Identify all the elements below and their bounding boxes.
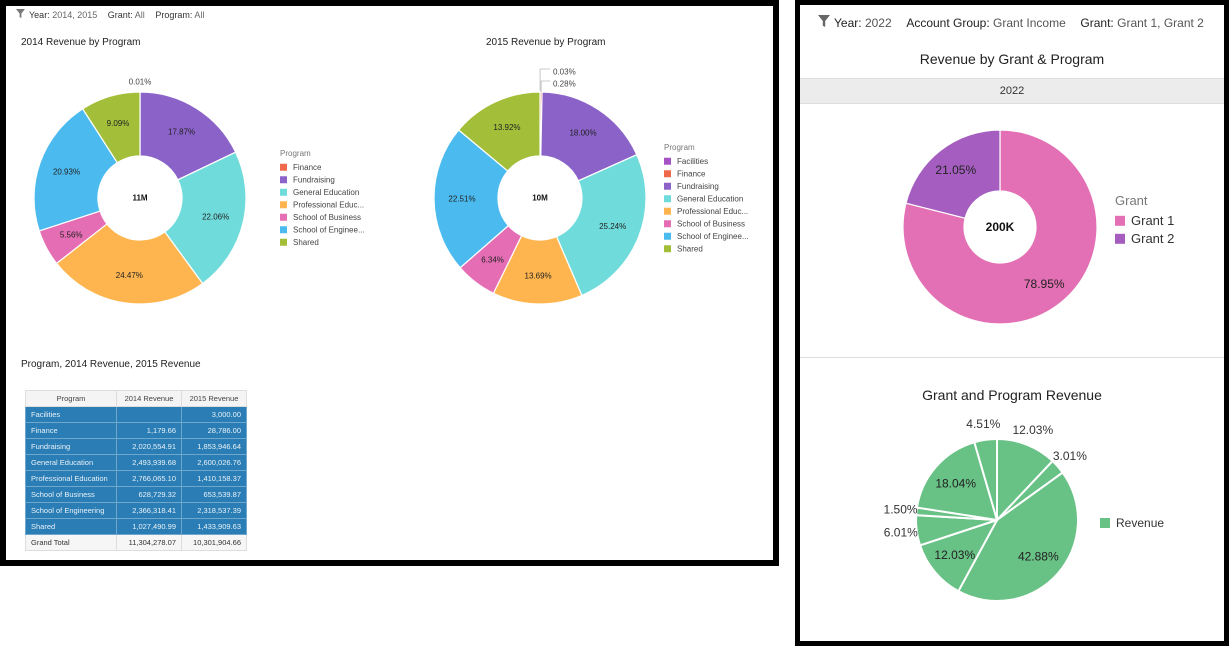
- table-cell: 653,539.87: [181, 486, 247, 503]
- chart-title-grant: Revenue by Grant & Program: [919, 51, 1105, 67]
- filter-year: Year: 2022: [834, 15, 892, 30]
- col-header[interactable]: 2014 Revenue: [116, 390, 182, 407]
- filter-bar[interactable]: Year: 2014, 2015 Grant: All Program: All: [16, 9, 204, 20]
- table-cell: Professional Education: [25, 470, 117, 487]
- table-row[interactable]: School of Business 628,729.32 653,539.87: [25, 486, 247, 503]
- table-cell: 11,304,278.07: [116, 534, 182, 551]
- table-cell: 2,493,939.68: [116, 454, 182, 471]
- table-row[interactable]: Finance 1,179.66 28,786.00: [25, 422, 247, 439]
- table-cell: 1,027,490.99: [116, 518, 182, 535]
- table-cell: 3,000.00: [181, 406, 247, 423]
- table-cell: 2,318,537.39: [181, 502, 247, 519]
- left-dashboard-panel: Year: 2014, 2015 Grant: All Program: All…: [0, 0, 779, 566]
- table-cell: Fundraising: [25, 438, 117, 455]
- grand-total-row: Grand Total 11,304,278.07 10,301,904.66: [25, 534, 247, 551]
- table-row[interactable]: Shared 1,027,490.99 1,433,909.63: [25, 518, 247, 535]
- filter-grant: Grant: All: [107, 9, 145, 20]
- table-cell: Shared: [25, 518, 117, 535]
- table-cell: 628,729.32: [116, 486, 182, 503]
- filter-program: Program: All: [155, 9, 205, 20]
- table-row[interactable]: School of Engineering 2,366,318.41 2,318,5…: [25, 502, 247, 519]
- table-cell: 2,766,065.10: [116, 470, 182, 487]
- table-row[interactable]: General Education 2,493,939.68 2,600,026.7…: [25, 454, 247, 471]
- table-cell: 1,410,158.37: [181, 470, 247, 487]
- table-cell: 2,020,554.91: [116, 438, 182, 455]
- filter-account-group: Account Group: Grant Income: [906, 15, 1066, 30]
- table-cell: School of Engineering: [25, 502, 117, 519]
- chart-title-2014: 2014 Revenue by Program: [21, 37, 141, 48]
- chart-title-program: Grant and Program Revenue: [922, 387, 1102, 403]
- table-row[interactable]: Fundraising 2,020,554.91 1,853,946.64: [25, 438, 247, 455]
- table-title: Program, 2014 Revenue, 2015 Revenue: [21, 359, 201, 370]
- revenue-table: Program 2014 Revenue 2015 Revenue Facili…: [25, 390, 247, 551]
- year-header: 2022: [800, 78, 1224, 104]
- table-row[interactable]: Professional Education 2,766,065.10 1,410,…: [25, 470, 247, 487]
- chart-title-2015: 2015 Revenue by Program: [486, 37, 606, 48]
- table-cell: 1,179.66: [116, 422, 182, 439]
- table-cell: 2,366,318.41: [116, 502, 182, 519]
- col-header[interactable]: Program: [25, 390, 117, 407]
- table-cell: General Education: [25, 454, 117, 471]
- table-row[interactable]: Facilities 3,000.00: [25, 406, 247, 423]
- table-cell: [116, 406, 182, 423]
- filter-icon[interactable]: [818, 15, 830, 30]
- table-cell: 2,600,026.76: [181, 454, 247, 471]
- table-cell: Grand Total: [25, 534, 117, 551]
- divider: [800, 357, 1224, 358]
- table-cell: 1,853,946.64: [181, 438, 247, 455]
- col-header[interactable]: 2015 Revenue: [181, 390, 247, 407]
- table-cell: 28,786.00: [181, 422, 247, 439]
- right-dashboard-panel: Year: 2022 Account Group: Grant Income G…: [795, 0, 1229, 646]
- filter-icon[interactable]: [16, 9, 25, 20]
- table-cell: 10,301,904.66: [181, 534, 247, 551]
- table-cell: Facilities: [25, 406, 117, 423]
- filter-grant: Grant: Grant 1, Grant 2: [1080, 15, 1204, 30]
- table-cell: School of Business: [25, 486, 117, 503]
- filter-year: Year: 2014, 2015: [29, 9, 98, 20]
- table-cell: 1,433,909.63: [181, 518, 247, 535]
- table-cell: Finance: [25, 422, 117, 439]
- filter-bar[interactable]: Year: 2022 Account Group: Grant Income G…: [818, 15, 1204, 30]
